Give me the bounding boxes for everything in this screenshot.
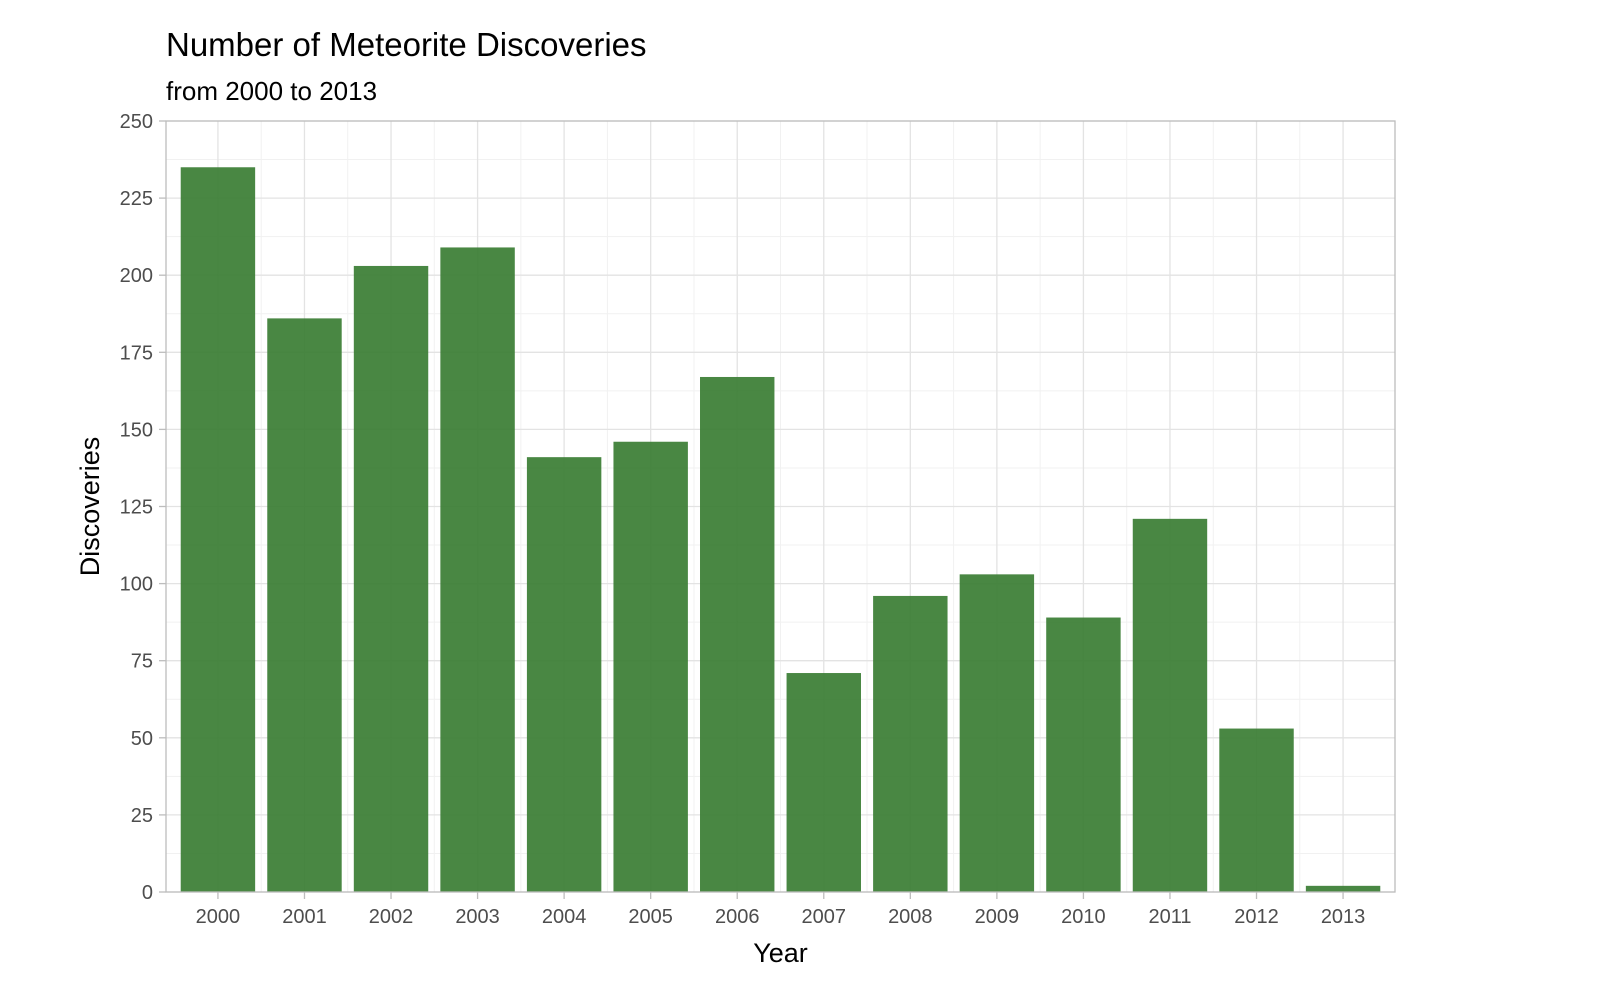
bar-2009 [959, 574, 1035, 892]
chart-subtitle: from 2000 to 2013 [166, 76, 377, 106]
x-tick-label: 2002 [369, 906, 414, 928]
bar-2011 [1132, 518, 1208, 892]
y-tick-label: 25 [131, 805, 153, 827]
bar-2002 [353, 265, 429, 892]
x-tick-label: 2004 [542, 906, 587, 928]
x-tick-label: 2003 [455, 906, 500, 928]
bar-2013 [1305, 885, 1381, 892]
bar-2000 [180, 167, 256, 892]
x-tick-label: 2001 [282, 906, 327, 928]
bar-2004 [526, 457, 602, 892]
x-tick-label: 2009 [975, 906, 1020, 928]
y-tick-label: 100 [120, 574, 153, 596]
bar-2008 [873, 595, 948, 892]
bar-2003 [440, 247, 515, 893]
x-tick-label: 2006 [715, 906, 760, 928]
x-tick-label: 2008 [888, 906, 933, 928]
bar-2005 [613, 441, 688, 892]
y-axis: 0 25 50 75 100 125 150 175 200 225 250 [120, 111, 166, 904]
x-tick-label: 2012 [1234, 906, 1279, 928]
x-axis: 2000 2001 2002 2003 2004 2005 2006 2007 2008 2009… [196, 892, 1366, 928]
x-tick-label: 2010 [1061, 906, 1106, 928]
x-tick-label: 2011 [1148, 906, 1191, 928]
bar-2012 [1219, 728, 1294, 892]
bar-2010 [1046, 617, 1121, 892]
bars [180, 167, 1381, 893]
grid [166, 120, 1395, 893]
x-tick-label: 2013 [1321, 906, 1366, 928]
y-tick-label: 50 [131, 728, 153, 750]
x-tick-label: 2000 [196, 906, 241, 928]
bar-2001 [267, 318, 342, 893]
y-tick-label: 75 [131, 651, 153, 673]
bar-2007 [786, 673, 861, 892]
y-tick-label: 0 [142, 882, 153, 904]
x-tick-label: 2007 [802, 906, 847, 928]
y-tick-label: 175 [120, 342, 153, 364]
y-axis-title: Discoveries [75, 437, 105, 577]
bar-2006 [700, 376, 775, 892]
y-tick-label: 125 [120, 497, 153, 519]
x-tick-label: 2005 [628, 906, 673, 928]
y-tick-label: 150 [120, 419, 153, 441]
y-tick-label: 250 [120, 111, 153, 133]
y-tick-label: 225 [120, 188, 153, 210]
chart-title: Number of Meteorite Discoveries [166, 26, 647, 63]
x-axis-title: Year [753, 938, 808, 968]
y-tick-label: 200 [120, 265, 153, 287]
